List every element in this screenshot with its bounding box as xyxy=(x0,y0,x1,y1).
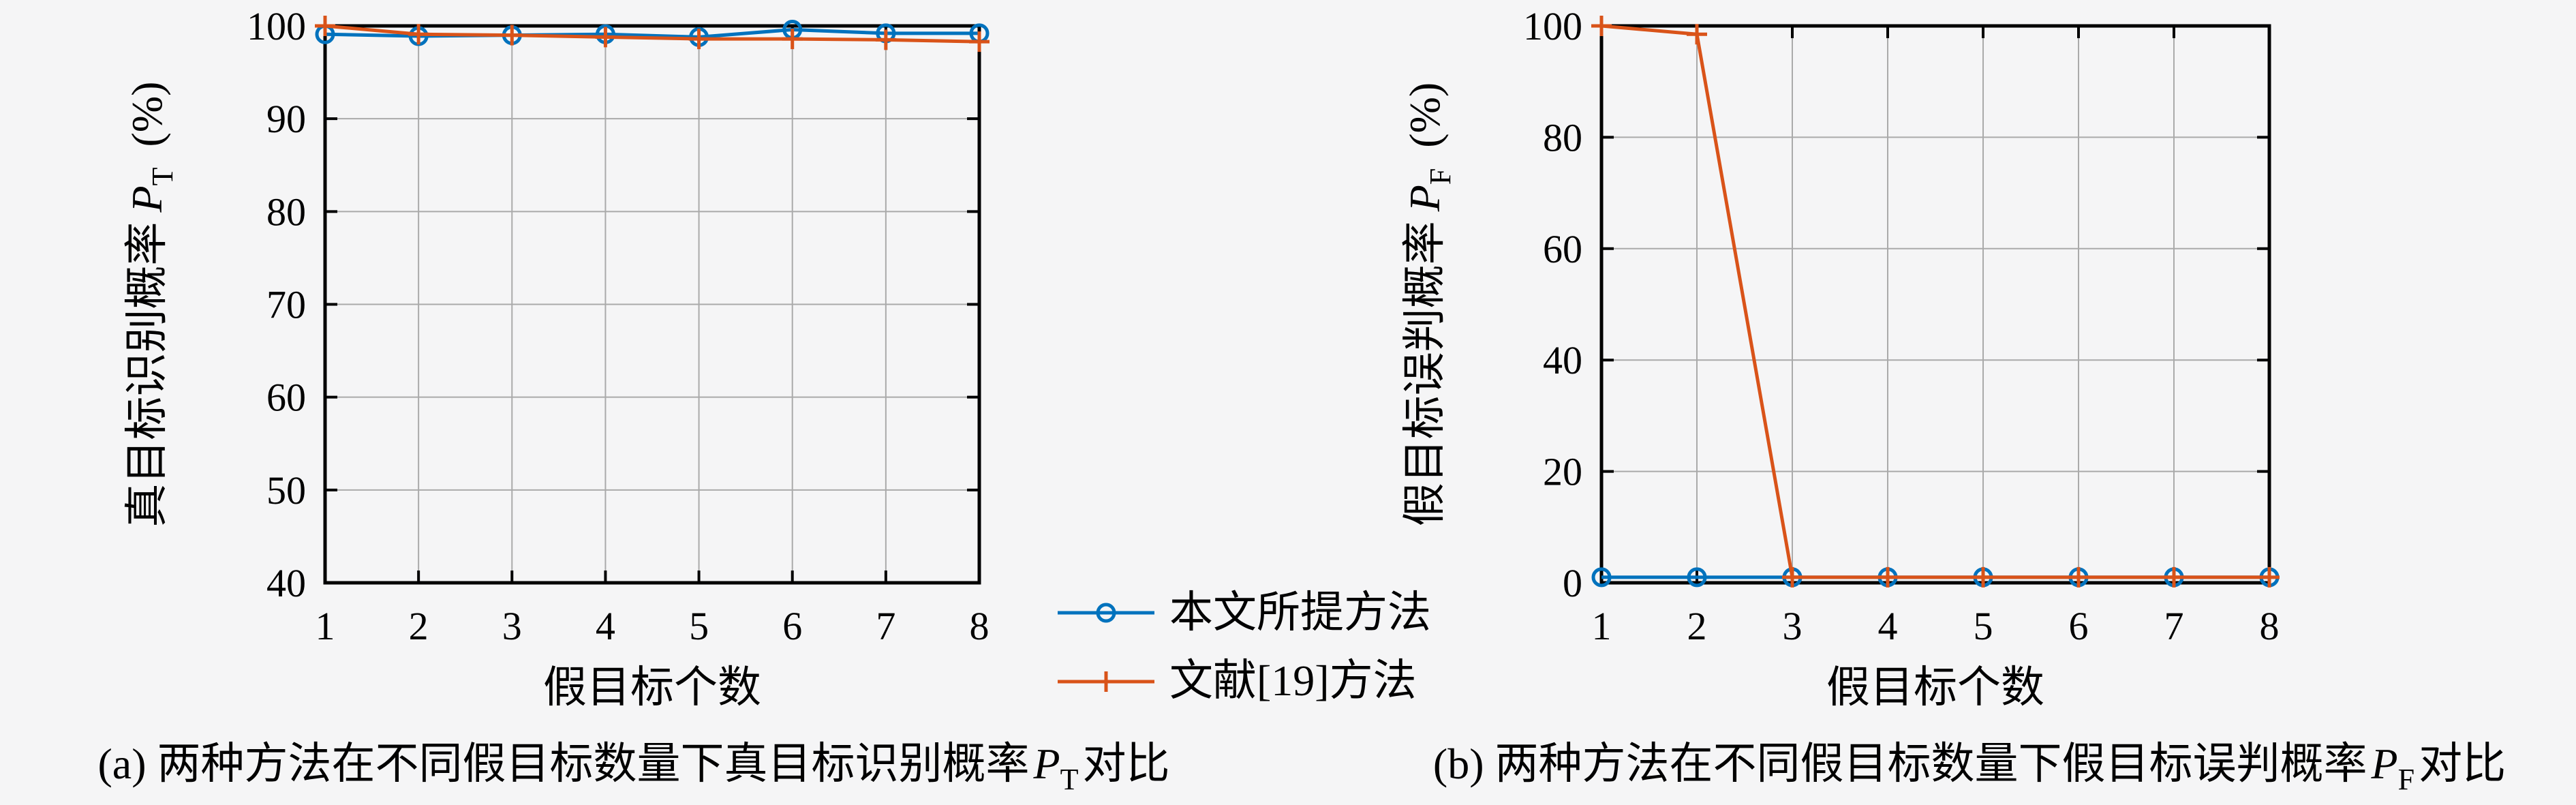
y-axis-label: 真目标识别概率PT (%) xyxy=(123,82,179,528)
plus-marker xyxy=(969,31,990,52)
y-tick-label: 100 xyxy=(247,4,306,48)
chart-caption: (a) 两种方法在不同假目标数量下真目标识别概率PT对比 xyxy=(97,740,1169,796)
plus-marker xyxy=(2164,566,2184,588)
y-tick-label: 80 xyxy=(1543,115,1582,160)
x-tick-label: 2 xyxy=(1687,604,1707,648)
x-axis-label: 假目标个数 xyxy=(543,663,761,712)
plus-marker xyxy=(2068,566,2089,588)
legend-label: 文献[19]方法 xyxy=(1169,656,1417,705)
y-tick-label: 50 xyxy=(266,468,306,513)
y-tick-label: 80 xyxy=(266,189,306,234)
x-tick-label: 4 xyxy=(596,604,615,648)
plus-marker xyxy=(1591,16,1612,36)
chart-caption: (b) 两种方法在不同假目标数量下假目标误判概率PF对比 xyxy=(1433,740,2506,796)
x-tick-label: 7 xyxy=(876,604,895,648)
y-tick-label: 0 xyxy=(1563,561,1582,605)
plus-marker-icon xyxy=(1058,671,1154,692)
series-reference xyxy=(1591,16,2280,588)
plus-marker xyxy=(2259,566,2280,588)
chart-a: 1 2 3 4 5 6 7 8 40 50 60 70 80 90 100 假目标个数 真目标识别概率PT (%… xyxy=(97,4,1169,796)
y-tick-label: 20 xyxy=(1543,450,1582,494)
x-tick-label: 1 xyxy=(1592,604,1612,648)
y-tick-label: 60 xyxy=(266,376,306,420)
legend-item-reference-method: 文献[19]方法 xyxy=(1055,656,1431,705)
plus-marker xyxy=(1782,566,1803,588)
x-tick-label: 5 xyxy=(689,604,709,648)
series-reference xyxy=(315,16,990,52)
plus-marker xyxy=(1877,566,1898,588)
y-tick-label: 40 xyxy=(266,561,306,605)
x-tick-label: 8 xyxy=(970,604,990,648)
series-line xyxy=(324,24,980,44)
legend: 本文所提方法 文献[19]方法 xyxy=(1055,588,1431,705)
plot-box xyxy=(1599,24,2271,585)
plus-marker xyxy=(315,16,335,36)
legend-item-proposed-method: 本文所提方法 xyxy=(1055,588,1431,637)
x-tick-label: 1 xyxy=(316,604,335,648)
y-tick-label: 90 xyxy=(266,97,306,141)
circle-marker-icon xyxy=(1058,603,1154,623)
plus-marker xyxy=(502,25,523,46)
plus-marker xyxy=(875,29,896,50)
circle-marker-icon xyxy=(1096,603,1116,623)
plus-marker xyxy=(1973,566,1993,588)
x-tick-label: 4 xyxy=(1878,604,1898,648)
plus-marker-icon xyxy=(1096,671,1116,692)
x-tick-label: 6 xyxy=(782,604,802,648)
plus-marker xyxy=(688,29,709,50)
circle-marker xyxy=(1591,567,1612,588)
plus-marker xyxy=(782,29,803,50)
series-line xyxy=(1601,24,2269,579)
plus-marker xyxy=(1687,24,1707,45)
y-axis-label: 假目标误判概率PF (%) xyxy=(1400,82,1457,527)
x-tick-label: 3 xyxy=(502,604,522,648)
x-tick-label: 6 xyxy=(2069,604,2089,648)
legend-label: 本文所提方法 xyxy=(1169,588,1431,637)
x-tick-label: 2 xyxy=(409,604,429,648)
circle-marker xyxy=(1687,567,1707,588)
y-tick-label: 60 xyxy=(1543,227,1582,271)
plus-marker xyxy=(408,24,429,45)
x-axis-label: 假目标个数 xyxy=(1826,663,2044,712)
x-tick-label: 7 xyxy=(2164,604,2184,648)
x-tick-label: 5 xyxy=(1974,604,1993,648)
y-tick-label: 70 xyxy=(266,283,306,327)
plus-marker xyxy=(595,27,616,48)
x-tick-label: 3 xyxy=(1783,604,1803,648)
x-tick-label: 8 xyxy=(2260,604,2280,648)
y-tick-label: 100 xyxy=(1523,4,1582,48)
y-tick-label: 40 xyxy=(1543,338,1582,382)
